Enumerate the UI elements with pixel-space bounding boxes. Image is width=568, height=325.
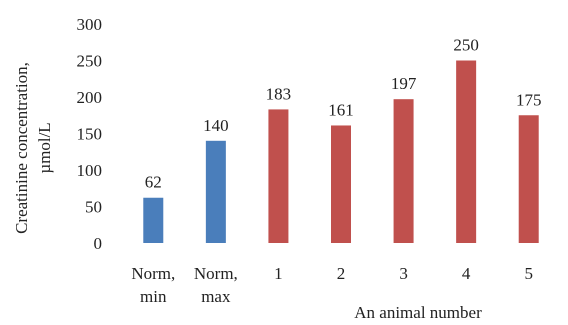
bars	[143, 60, 539, 243]
y-tick-label: 0	[94, 234, 103, 253]
bar	[331, 125, 351, 243]
data-label: 250	[453, 36, 479, 55]
y-tick-label: 100	[77, 161, 103, 180]
category-label: Norm,	[131, 264, 175, 283]
data-label: 161	[328, 100, 354, 119]
bar	[205, 140, 226, 243]
data-label: 175	[516, 90, 542, 109]
y-tick-label: 150	[77, 125, 103, 144]
category-label: 4	[462, 264, 471, 283]
bar	[518, 115, 539, 243]
data-label: 197	[391, 74, 417, 93]
category-label: 1	[274, 264, 283, 283]
category-label: max	[201, 287, 231, 306]
y-tick-label: 200	[77, 88, 103, 107]
bar	[268, 109, 289, 243]
category-label: Norm,	[194, 264, 238, 283]
category-labels: Norm, min Norm, max 1 2 3 4 5	[131, 264, 533, 306]
value-labels: 62 140 183 161 197 250 175	[145, 36, 542, 192]
data-label: 62	[145, 173, 162, 192]
x-axis-title: An animal number	[354, 303, 482, 322]
bar	[143, 197, 164, 243]
bar	[456, 60, 477, 243]
y-axis-title: Creatinine concentration, µmol/L	[12, 62, 54, 234]
bar	[393, 99, 414, 243]
y-tick-label: 300	[77, 15, 103, 34]
y-axis-ticks: 0 50 100 150 200 250 300	[77, 15, 103, 253]
category-label: min	[140, 287, 167, 306]
y-tick-label: 250	[77, 52, 103, 71]
category-label: 3	[399, 264, 408, 283]
data-label: 183	[266, 84, 292, 103]
y-tick-label: 50	[85, 198, 102, 217]
category-label: 2	[337, 264, 346, 283]
y-axis-title-line-2: µmol/L	[35, 122, 54, 173]
category-label: 5	[524, 264, 533, 283]
y-axis-title-line-1: Creatinine concentration,	[12, 62, 31, 234]
data-label: 140	[203, 116, 229, 135]
